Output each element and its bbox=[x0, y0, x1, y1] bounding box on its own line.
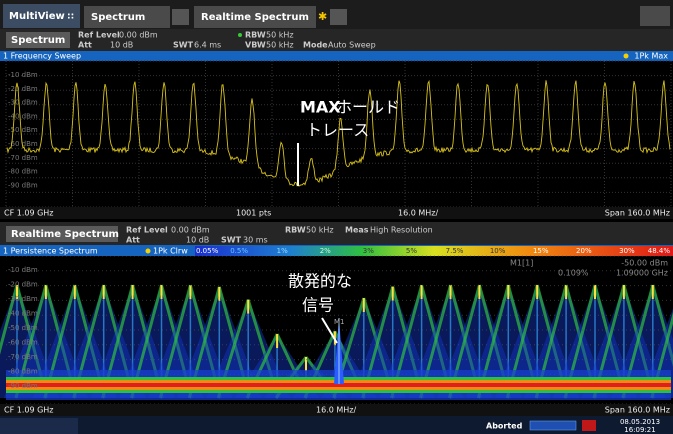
value: 50 kHz bbox=[266, 41, 294, 50]
scale-label: 5% bbox=[406, 247, 417, 255]
tab-label: MultiView bbox=[9, 11, 65, 22]
label: RBW bbox=[245, 31, 266, 40]
y-label: -40 dBm bbox=[8, 310, 38, 318]
value: 10 dB bbox=[186, 236, 209, 245]
marker-persistence: 0.109% bbox=[558, 269, 589, 278]
footer-text: 1001 pts bbox=[236, 209, 271, 218]
scale-label: 48.4% bbox=[648, 247, 671, 255]
marker-level: -50.00 dBm bbox=[621, 259, 668, 268]
scale-label: 7.5% bbox=[446, 247, 464, 255]
window-name: Realtime Spectrum bbox=[11, 229, 119, 240]
star-icon: ✱ bbox=[318, 10, 327, 23]
value: 50 kHz bbox=[306, 226, 334, 235]
menu-button[interactable] bbox=[640, 6, 670, 26]
tab-icon: :: bbox=[67, 12, 74, 22]
page: MultiView :: Spectrum Realtime Spectrum … bbox=[0, 0, 673, 434]
label: SWT bbox=[173, 41, 194, 50]
footer-text: Span 160.0 MHz bbox=[605, 209, 670, 218]
scale-label: 30% bbox=[619, 247, 635, 255]
status-time: 16:09:21 bbox=[624, 426, 655, 434]
y-label: -30 dBm bbox=[8, 295, 38, 303]
annotation: 信号 bbox=[302, 296, 334, 315]
footer-text: Span 160.0 MHz bbox=[605, 406, 670, 415]
value: 6.4 ms bbox=[194, 41, 221, 50]
y-label: -10 dBm bbox=[8, 266, 38, 274]
window-title: 1 Persistence Spectrum bbox=[3, 247, 98, 256]
annotation: ホールド bbox=[336, 98, 400, 117]
tab-button[interactable] bbox=[172, 9, 189, 25]
indicator bbox=[238, 33, 242, 37]
value: 10 dB bbox=[110, 41, 133, 50]
label: Ref Level bbox=[78, 31, 120, 40]
annotation: トレース bbox=[306, 121, 369, 140]
footer bbox=[0, 207, 673, 219]
logo bbox=[582, 420, 596, 431]
trace-label: 1Pk Clrw bbox=[153, 247, 188, 256]
color-scale bbox=[195, 246, 673, 256]
label: Meas bbox=[345, 226, 369, 235]
footer-text: 16.0 MHz/ bbox=[398, 209, 438, 218]
y-label: -60 dBm bbox=[8, 339, 38, 347]
value: High Resolution bbox=[370, 226, 433, 235]
y-label: -80 dBm bbox=[8, 168, 38, 176]
scale-label: 15% bbox=[533, 247, 549, 255]
y-label: -90 dBm bbox=[8, 382, 38, 390]
scale-label: 10% bbox=[490, 247, 506, 255]
y-label: -30 dBm bbox=[8, 99, 38, 107]
y-label: -70 dBm bbox=[8, 353, 38, 361]
trace-dot bbox=[146, 249, 151, 254]
scale-label: 2% bbox=[320, 247, 331, 255]
trace-dot bbox=[624, 54, 629, 59]
window-title: 1 Frequency Sweep bbox=[3, 52, 81, 61]
scale-label: 0.5% bbox=[230, 247, 248, 255]
value: 30 ms bbox=[243, 236, 268, 245]
screen: MultiView :: Spectrum Realtime Spectrum … bbox=[0, 0, 673, 434]
y-label: -80 dBm bbox=[8, 368, 38, 376]
y-label: -70 dBm bbox=[8, 154, 38, 162]
tab-label: Spectrum bbox=[91, 12, 145, 23]
y-label: -20 dBm bbox=[8, 85, 38, 93]
footer-text: 16.0 MHz/ bbox=[316, 406, 356, 415]
y-label: -40 dBm bbox=[8, 112, 38, 120]
value: Auto Sweep bbox=[328, 41, 376, 50]
window-name: Spectrum bbox=[11, 35, 65, 46]
y-label: -50 dBm bbox=[8, 324, 38, 332]
scale-label: 3% bbox=[363, 247, 374, 255]
trace-label: 1Pk Max bbox=[634, 52, 668, 61]
marker-frequency: 1.09000 GHz bbox=[616, 269, 668, 278]
progress bbox=[530, 421, 576, 430]
label: SWT bbox=[221, 236, 242, 245]
y-label: -10 dBm bbox=[8, 71, 38, 79]
tab-label: Realtime Spectrum bbox=[201, 12, 309, 23]
label: Ref Level bbox=[126, 226, 168, 235]
value: 50 kHz bbox=[266, 31, 294, 40]
status-state: Aborted bbox=[486, 422, 523, 431]
marker-label: M1[1] bbox=[510, 259, 533, 268]
scale-label: 0.05% bbox=[196, 247, 219, 255]
y-label: -90 dBm bbox=[8, 181, 38, 189]
value: 0.00 dBm bbox=[171, 226, 210, 235]
status-date: 08.05.2013 bbox=[620, 418, 660, 426]
label: RBW bbox=[285, 226, 306, 235]
label: Att bbox=[78, 41, 92, 50]
y-label: -20 dBm bbox=[8, 281, 38, 289]
title-bar bbox=[0, 51, 673, 61]
scale-label: 1% bbox=[277, 247, 288, 255]
tab-button[interactable] bbox=[330, 9, 347, 25]
marker-tag: M1 bbox=[334, 318, 345, 326]
label: Mode bbox=[303, 41, 328, 50]
label: Att bbox=[126, 236, 140, 245]
status-panel bbox=[0, 418, 78, 434]
footer-text: CF 1.09 GHz bbox=[4, 209, 54, 218]
annotation: 散発的な bbox=[288, 272, 352, 291]
footer-text: CF 1.09 GHz bbox=[4, 406, 54, 415]
value: 0.00 dBm bbox=[119, 31, 158, 40]
label: VBW bbox=[245, 41, 266, 50]
scale-label: 20% bbox=[576, 247, 592, 255]
